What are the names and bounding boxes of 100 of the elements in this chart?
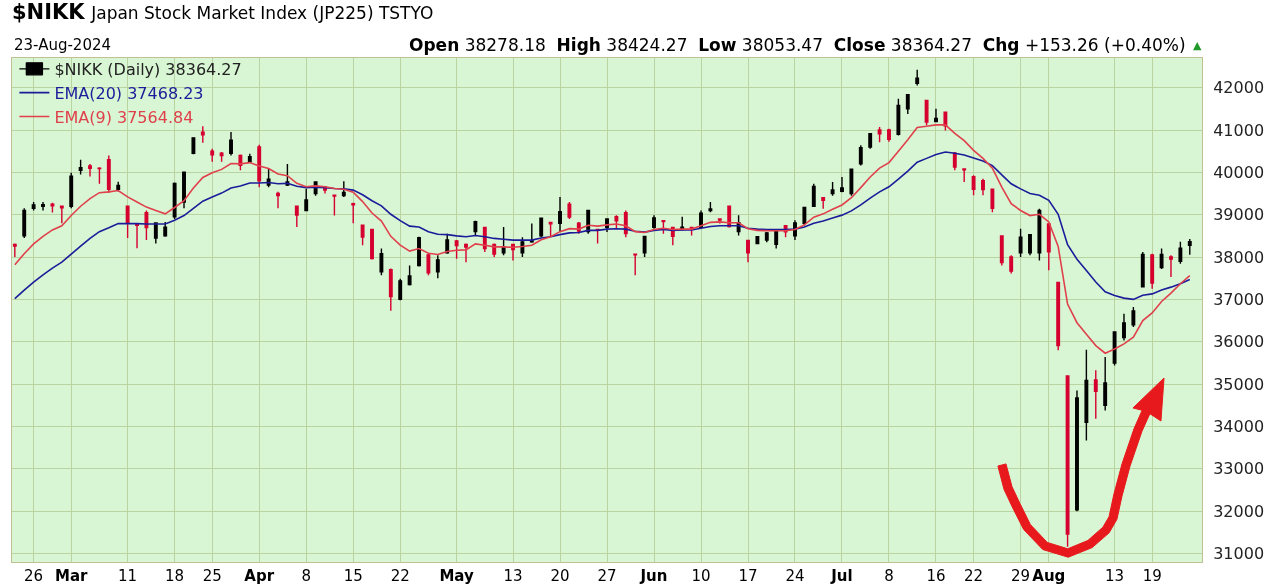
candlestick xyxy=(31,201,36,212)
candlestick xyxy=(849,168,854,197)
candlestick xyxy=(163,221,168,238)
candlestick xyxy=(934,108,938,123)
candlestick xyxy=(999,234,1004,267)
candlestick xyxy=(830,181,835,197)
candlestick xyxy=(1028,233,1032,257)
candlestick xyxy=(661,219,666,235)
candlestick xyxy=(341,180,346,198)
candlestick xyxy=(200,125,205,144)
candlestick xyxy=(182,171,186,210)
text: Chg +153.26 (+0.40%) xyxy=(982,35,1186,55)
candlestick xyxy=(116,180,121,193)
x-tick-label: 16 xyxy=(926,567,946,585)
candlestick xyxy=(445,233,450,255)
candlestick xyxy=(1140,251,1145,288)
candlestick xyxy=(464,243,468,263)
text: 23-Aug-2024 xyxy=(14,36,112,54)
y-tick-label: 38000 xyxy=(1213,247,1265,267)
candlestick xyxy=(764,231,769,243)
candlestick xyxy=(454,239,459,260)
candlestick xyxy=(210,147,215,163)
candlestick xyxy=(59,204,64,224)
candlestick xyxy=(708,201,713,213)
y-tick-label: 41000 xyxy=(1213,120,1265,140)
candlestick xyxy=(41,201,45,212)
text: Open 38278.18 xyxy=(409,35,546,55)
legend-label: $NIKK (Daily) 38364.27 xyxy=(54,60,242,80)
candlestick xyxy=(1169,254,1173,278)
text: High 38424.27 xyxy=(556,35,688,55)
candlestick xyxy=(868,132,873,150)
candlestick xyxy=(1056,281,1061,351)
candlestick xyxy=(379,247,384,276)
candlestick xyxy=(153,222,158,245)
candlestick xyxy=(971,174,976,196)
x-tick-label: 18 xyxy=(165,567,185,585)
candlestick xyxy=(125,204,130,239)
candlestick xyxy=(520,236,525,258)
line-series xyxy=(14,124,1191,354)
candlestick xyxy=(435,254,440,279)
candlestick xyxy=(1009,254,1014,275)
chart-title: $NIKK xyxy=(12,0,86,24)
y-tick-label: 35000 xyxy=(1213,374,1265,394)
x-tick-label: 20 xyxy=(550,567,570,585)
chart-subtitle: Japan Stock Market Index (JP225) TSTYO xyxy=(90,2,434,23)
candlestick xyxy=(746,239,750,263)
candlestick xyxy=(473,219,478,237)
candlestick xyxy=(106,154,111,194)
x-tick-label: 26 xyxy=(24,567,44,585)
candlestick xyxy=(1065,374,1070,548)
candlestick xyxy=(1159,247,1164,270)
candlestick xyxy=(172,181,177,220)
x-tick-label: 8 xyxy=(301,567,311,585)
candlestick xyxy=(426,252,431,276)
candlestick xyxy=(915,69,920,87)
candlestick xyxy=(548,221,553,238)
candlestick xyxy=(276,191,280,210)
x-tick-label: 29 xyxy=(1011,567,1031,585)
x-tick-label: 19 xyxy=(1142,567,1162,585)
candlestick xyxy=(88,163,92,178)
candlestick xyxy=(529,222,534,244)
candlestick xyxy=(351,202,356,224)
candlestick xyxy=(614,214,619,230)
candlestick xyxy=(821,197,826,210)
candlestick xyxy=(905,93,910,115)
candlestick xyxy=(69,172,74,210)
x-tick-label: Mar xyxy=(54,567,89,585)
x-tick-label: 22 xyxy=(964,567,984,585)
y-tick-label: 36000 xyxy=(1213,332,1265,352)
x-tick-label: 15 xyxy=(343,567,363,585)
candlestick xyxy=(294,204,299,228)
candlestick xyxy=(896,97,901,137)
candlestick xyxy=(1112,330,1117,367)
legend-label: EMA(20) 37468.23 xyxy=(54,83,204,103)
candlestick xyxy=(539,216,544,238)
candlestick xyxy=(1187,238,1192,256)
candlestick xyxy=(304,188,309,213)
candlestick xyxy=(877,126,882,143)
candlestick xyxy=(266,167,271,188)
x-tick-label: 13 xyxy=(1105,567,1125,585)
candlestick xyxy=(22,207,27,239)
candlestick xyxy=(12,242,17,258)
candlestick xyxy=(811,183,816,208)
candlestick xyxy=(407,264,412,287)
candlestick xyxy=(360,224,365,246)
candlestick xyxy=(1178,241,1183,265)
candlestick xyxy=(887,128,891,143)
y-tick-label: 37000 xyxy=(1213,290,1265,310)
candlestick xyxy=(802,206,807,226)
candlestick xyxy=(858,144,863,167)
candlestick xyxy=(1075,389,1079,512)
x-tick-label: 27 xyxy=(597,567,617,585)
candlestick xyxy=(50,202,55,214)
candlestick xyxy=(952,151,957,171)
candlestick xyxy=(257,144,262,188)
x-tick-label: Apr xyxy=(244,567,275,585)
candlestick xyxy=(135,222,139,249)
line-series xyxy=(14,151,1191,301)
x-tick-label: 22 xyxy=(390,567,410,585)
candlestick xyxy=(567,201,572,220)
